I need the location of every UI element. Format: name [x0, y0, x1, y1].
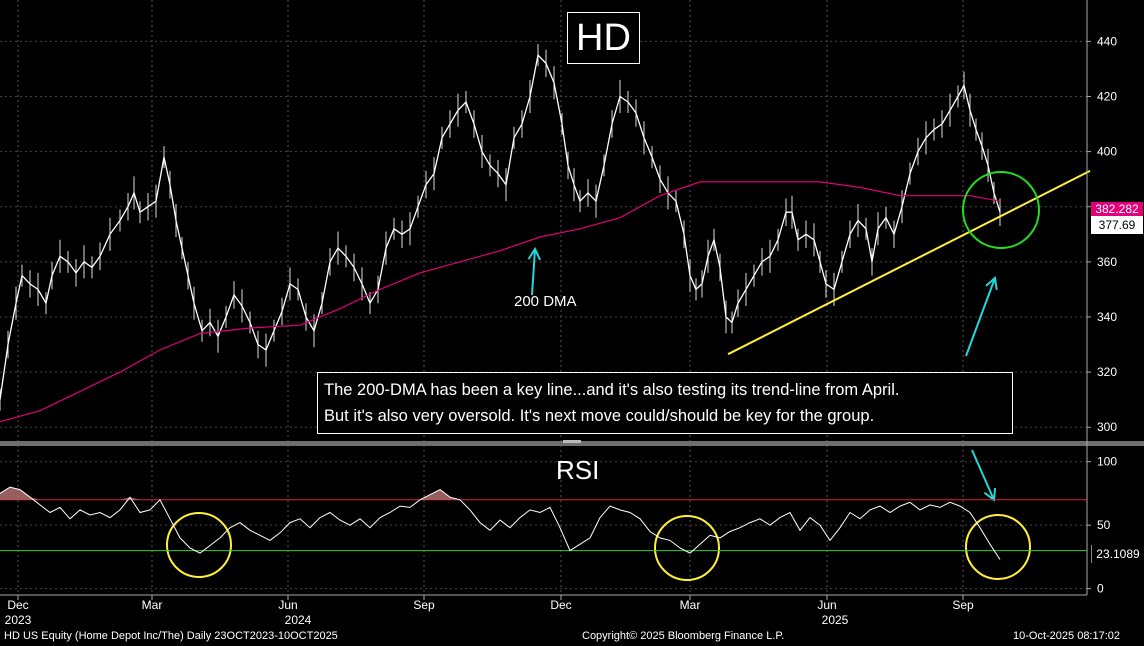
footer-left: HD US Equity (Home Depot Inc/The) Daily … [4, 630, 338, 642]
trendline-arrow [965, 277, 996, 357]
price-series [0, 44, 1001, 423]
price-highlight-circle [962, 171, 1040, 249]
dma-last-value-tag: 382.282 [1091, 202, 1143, 216]
rsi-overbought-fill [440, 489, 450, 500]
price-tick-label: 320 [1097, 365, 1117, 379]
rsi-overbought-fill [0, 487, 10, 500]
x-tick-label: Mar [142, 598, 163, 612]
x-year-label: 2024 [285, 613, 312, 627]
price-last-value-tag: 377.69 [1091, 216, 1143, 234]
dma-annotation-label: 200 DMA [514, 293, 577, 310]
x-tick-label: Mar [680, 598, 701, 612]
dma-label-arrow [531, 248, 536, 296]
rsi-arrow [971, 449, 995, 501]
annotation-note-box: The 200-DMA has been a key line...and it… [317, 372, 1013, 434]
rsi-last-value-tag: 23.1089 [1091, 545, 1144, 563]
rsi-overbought-fill [130, 497, 140, 500]
footer-timestamp: 10-Oct-2025 08:17:02 [1013, 630, 1121, 642]
overlays [166, 169, 1091, 581]
x-tick-label: Jun [278, 598, 297, 612]
x-year-label: 2023 [5, 613, 32, 627]
trendline-arrow-head [985, 276, 998, 291]
rsi-tick-label: 0 [1097, 582, 1104, 596]
x-tick-label: Sep [952, 598, 974, 612]
rsi-overbought-fill [430, 489, 440, 500]
rsi-highlight-circle [654, 515, 720, 581]
price-tick-label: 340 [1097, 310, 1117, 324]
price-tick-label: 360 [1097, 255, 1117, 269]
price-tick-label: 440 [1097, 34, 1117, 48]
price-tick-label: 300 [1097, 420, 1117, 434]
footer-copyright: Copyright© 2025 Bloomberg Finance L.P. [582, 630, 785, 642]
rsi-overbought-fill [10, 487, 20, 500]
rsi-highlight-circle [965, 514, 1031, 580]
x-tick-label: Jun [817, 598, 836, 612]
panel-separator-handle [563, 440, 581, 443]
x-tick-label: Sep [413, 598, 435, 612]
x-year-label: 2025 [822, 613, 849, 627]
trend-line [727, 169, 1091, 356]
annotation-line-1: The 200-DMA has been a key line...and it… [324, 381, 900, 399]
hd-price-line [0, 53, 1001, 400]
axes: 300320340360380400420440050100DecMarJunS… [0, 0, 1144, 627]
rsi-overbought-fill [120, 497, 130, 500]
rsi-overbought-fill [20, 489, 30, 500]
price-tick-label: 420 [1097, 89, 1117, 103]
annotation-line-2: But it's also very oversold. It's next m… [324, 407, 875, 425]
rsi-tick-label: 100 [1097, 455, 1117, 469]
x-tick-label: Dec [550, 598, 571, 612]
rsi-tick-label: 50 [1097, 518, 1111, 532]
rsi-series [0, 486, 1087, 560]
rsi-highlight-circle [166, 512, 232, 578]
panel-separator [0, 441, 1144, 446]
dma-200-line [0, 181, 1001, 423]
x-tick-label: Dec [7, 598, 28, 612]
price-tick-label: 400 [1097, 145, 1117, 159]
chart-title: HD [567, 12, 640, 64]
rsi-line [0, 486, 1001, 560]
dma-label-arrow-head [527, 246, 541, 261]
rsi-title: RSI [556, 455, 600, 485]
